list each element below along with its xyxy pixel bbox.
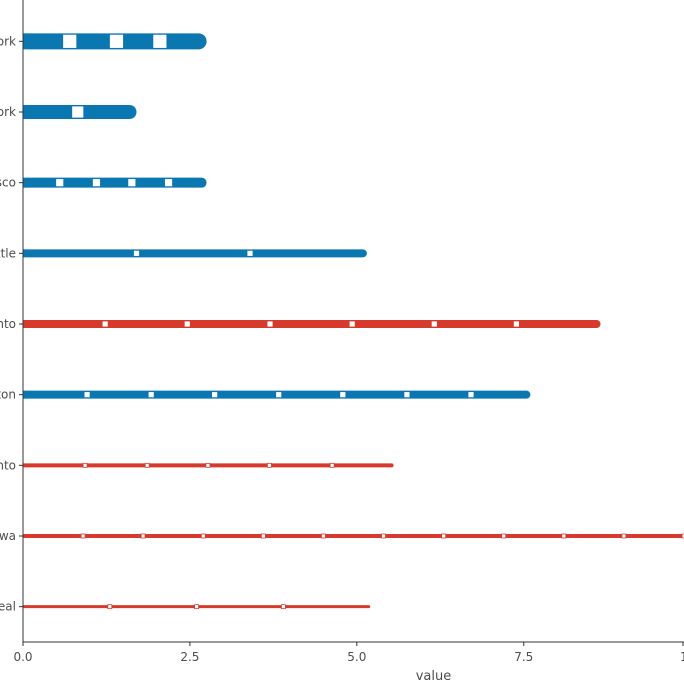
bar-left-cap-2 bbox=[23, 177, 28, 188]
bar-marker-0-2 bbox=[152, 33, 168, 49]
bar-marker-7-8 bbox=[561, 533, 567, 539]
bar-marker-4-3 bbox=[348, 320, 356, 328]
y-ticks-layer: ork ork sco ttle nto ton nto wa eal bbox=[0, 34, 23, 614]
bar-marker-2-2 bbox=[127, 178, 137, 188]
bar-marker-7-1 bbox=[140, 533, 146, 539]
y-tick-label-6: nto bbox=[0, 458, 16, 472]
x-tick-label-3: 7.5 bbox=[514, 650, 533, 664]
bar-marker-7-0 bbox=[80, 533, 86, 539]
x-tick-label-0: 0.0 bbox=[13, 650, 32, 664]
bar-marker-5-5 bbox=[403, 391, 411, 399]
bar-marker-5-2 bbox=[211, 391, 219, 399]
markers-layer bbox=[55, 33, 684, 610]
bar-marker-2-3 bbox=[164, 178, 173, 188]
y-tick-label-3: ttle bbox=[0, 246, 16, 260]
bar-marker-7-6 bbox=[441, 533, 447, 539]
bar-7 bbox=[23, 534, 684, 538]
bar-marker-4-4 bbox=[430, 320, 438, 328]
bar-marker-7-5 bbox=[381, 533, 386, 539]
bar-marker-5-0 bbox=[83, 391, 91, 399]
bar-marker-0-1 bbox=[109, 33, 124, 49]
bar-marker-6-3 bbox=[266, 462, 272, 468]
x-ticks-layer: 0.0 2.5 5.0 7.5 10 bbox=[13, 642, 684, 664]
bar-marker-7-2 bbox=[200, 533, 206, 539]
bar-left-cap-4 bbox=[23, 320, 27, 328]
y-tick-label-2: sco bbox=[0, 176, 16, 190]
x-tick-label-1: 2.5 bbox=[180, 650, 199, 664]
bar-marker-7-4 bbox=[321, 533, 326, 539]
bar-3 bbox=[23, 249, 367, 258]
y-tick-label-4: nto bbox=[0, 317, 16, 331]
x-axis-title: value bbox=[416, 669, 452, 683]
bar-marker-6-4 bbox=[329, 462, 335, 468]
y-tick-label-8: eal bbox=[0, 600, 16, 614]
bar-marker-3-0 bbox=[133, 249, 140, 257]
bar-marker-6-2 bbox=[205, 462, 211, 468]
bar-marker-5-3 bbox=[275, 391, 283, 399]
bar-marker-2-1 bbox=[92, 178, 101, 188]
bar-left-cap-3 bbox=[23, 249, 27, 258]
bar-left-cap-6 bbox=[23, 463, 25, 468]
bar-4 bbox=[23, 320, 601, 328]
bar-marker-1-0 bbox=[71, 105, 85, 119]
bar-left-cap-5 bbox=[23, 390, 27, 399]
bar-left-cap-1 bbox=[23, 105, 30, 119]
bar-marker-7-10 bbox=[681, 533, 684, 539]
bar-marker-7-7 bbox=[501, 533, 507, 539]
bar-left-cap-0 bbox=[23, 33, 31, 50]
y-tick-label-0: ork bbox=[0, 34, 16, 48]
bar-marker-8-1 bbox=[194, 604, 199, 610]
bar-marker-5-4 bbox=[339, 391, 347, 399]
bar-marker-7-9 bbox=[621, 533, 627, 539]
x-tick-label-4: 10 bbox=[680, 650, 684, 664]
bar-marker-4-0 bbox=[101, 320, 109, 328]
bar-marker-4-1 bbox=[183, 320, 191, 328]
bar-2 bbox=[23, 177, 207, 188]
bar-marker-4-5 bbox=[513, 320, 520, 328]
bar-marker-5-1 bbox=[147, 391, 155, 399]
bar-marker-8-0 bbox=[107, 604, 113, 610]
bar-marker-3-1 bbox=[246, 249, 254, 257]
bar-marker-4-2 bbox=[266, 320, 274, 328]
y-tick-label-7: wa bbox=[0, 529, 16, 543]
bar-left-cap-7 bbox=[23, 534, 25, 538]
bar-marker-8-2 bbox=[280, 604, 286, 610]
y-tick-label-1: ork bbox=[0, 105, 16, 119]
bar-marker-6-0 bbox=[82, 462, 88, 468]
bar-marker-7-3 bbox=[260, 533, 266, 539]
bar-left-cap-8 bbox=[23, 605, 25, 609]
bar-marker-6-1 bbox=[144, 462, 150, 468]
y-tick-label-5: ton bbox=[0, 388, 16, 402]
bar-marker-0-0 bbox=[62, 33, 78, 49]
x-tick-label-2: 5.0 bbox=[347, 650, 366, 664]
bar-marker-2-0 bbox=[55, 178, 65, 188]
bar-marker-5-6 bbox=[467, 391, 475, 399]
